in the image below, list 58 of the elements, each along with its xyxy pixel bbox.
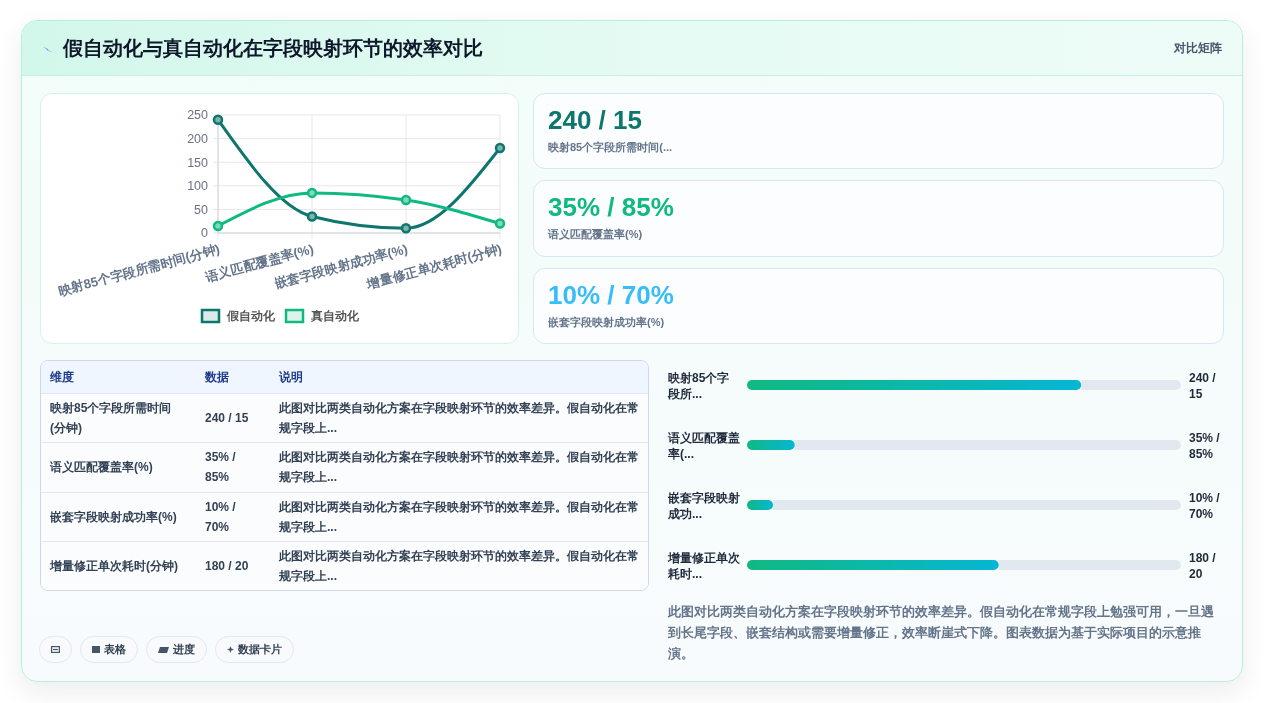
- y-tick-label: 250: [187, 108, 209, 123]
- bar: [998, 560, 1181, 570]
- bar: [773, 500, 1181, 510]
- text: 10% / 70%: [205, 498, 237, 536]
- y-tick-label: 增量修正单次耗时...: [667, 551, 741, 582]
- text: 35% / 85%: [1189, 431, 1224, 462]
- text: 假自动化与真自动化在字段映射环节的效率对比: [63, 35, 483, 61]
- text: 35% / 85%: [205, 449, 237, 487]
- text: 180 / 20: [205, 557, 249, 575]
- y-tick-label: 0: [201, 226, 209, 241]
- bar: [747, 560, 999, 570]
- y-tick-label: 200: [187, 131, 209, 146]
- text: 嵌套字段映射成功率(%): [548, 314, 666, 329]
- text: 此图对比两类自动化方案在字段映射环节的效率差异。假自动化在常规字段上...: [279, 547, 639, 585]
- text: 此图对比两类自动化方案在字段映射环节的效率差异。假自动化在常规字段上...: [279, 498, 639, 536]
- text: 此图对比两类自动化方案在字段映射环节的效率差异。假自动化在常规字段上...: [279, 449, 639, 487]
- bar: [747, 380, 1082, 390]
- text: 10% / 70%: [548, 279, 675, 310]
- point: [212, 220, 224, 232]
- point: [494, 218, 506, 229]
- bar: [794, 440, 1181, 450]
- text: 对比矩阵: [1174, 39, 1222, 57]
- text: 说明: [279, 369, 303, 386]
- y-tick-label: 100: [187, 179, 209, 194]
- chip: 表格: [80, 636, 138, 663]
- point: [400, 223, 412, 234]
- point: [494, 142, 506, 154]
- point: [212, 114, 224, 125]
- text: 语义匹配覆盖率(%): [50, 459, 153, 477]
- text: 10% / 70%: [1189, 491, 1224, 522]
- y-tick-label: 映射85个字段所...: [667, 371, 730, 402]
- text: 语义匹配覆盖率(%): [548, 227, 644, 242]
- text: 180 / 20: [1189, 551, 1220, 582]
- bar: [747, 440, 795, 450]
- text: 映射85个字段所需时间(分钟): [50, 400, 172, 438]
- text: 此图对比两类自动化方案在字段映射环节的效率差异。假自动化在常规字段上...: [279, 400, 639, 438]
- point: [306, 187, 318, 199]
- y-tick-label: 语义匹配覆盖率(...: [667, 431, 740, 462]
- text: 嵌套字段映射成功率(%): [50, 508, 177, 526]
- bar: [1081, 380, 1181, 390]
- legend-label: 真自动化: [310, 309, 360, 324]
- text: 数据: [205, 369, 229, 386]
- point: [400, 194, 412, 206]
- text: 此图对比两类自动化方案在字段映射环节的效率差异。假自动化在常规字段上勉强可用，一旦遇到长尾字段、嵌套结构或需要增量修正，效率断崖式下降。图表数据为基于实际项目的示意推演。: [668, 603, 1215, 663]
- chip: 进度: [146, 636, 207, 663]
- text: 增量修正单次耗时(分钟): [50, 557, 178, 575]
- text: 35% / 85%: [548, 192, 675, 223]
- text: 映射85个字段所需时间(...: [548, 140, 674, 154]
- chip: 数据卡片: [215, 636, 294, 663]
- text: 240 / 15: [1189, 371, 1220, 402]
- text: 240 / 15: [205, 410, 249, 428]
- y-tick-label: 50: [194, 202, 209, 217]
- y-tick-label: 150: [187, 155, 209, 170]
- text: 维度: [50, 369, 74, 386]
- y-tick-label: 嵌套字段映射成功...: [667, 491, 740, 522]
- text: 240 / 15: [548, 105, 643, 135]
- legend-label: 假自动化: [226, 309, 276, 324]
- point: [306, 211, 318, 222]
